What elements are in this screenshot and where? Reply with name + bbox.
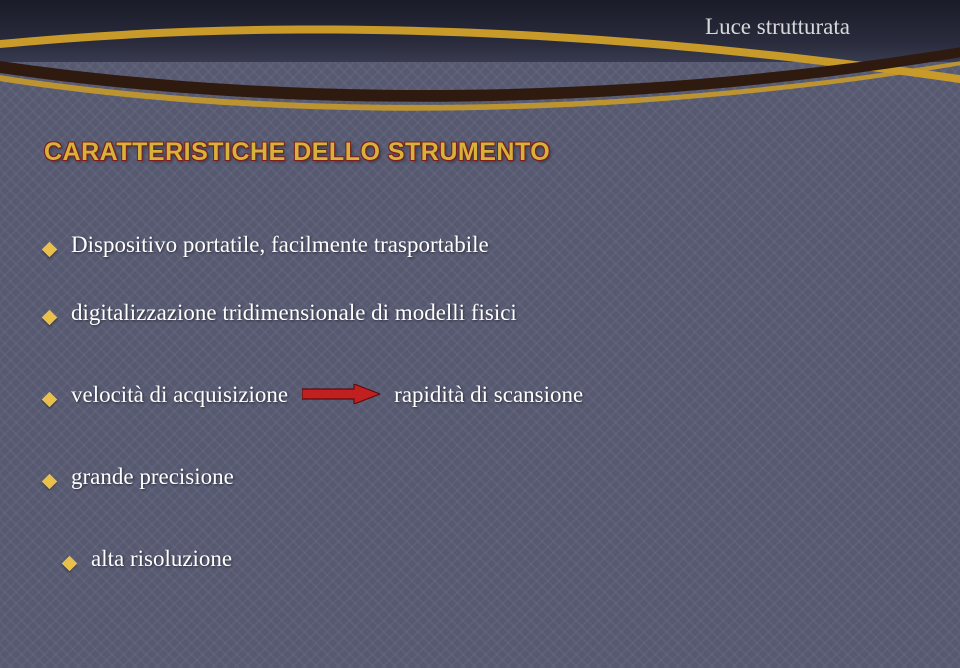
bullet-item: Dispositivo portatile, facilmente traspo… <box>44 232 900 258</box>
arrow-icon <box>302 384 380 404</box>
diamond-bullet-icon <box>42 392 58 408</box>
bullet-text: Dispositivo portatile, facilmente traspo… <box>71 232 489 258</box>
slide-title: CARATTERISTICHE DELLO STRUMENTO <box>44 138 550 167</box>
bullet-text: grande precisione <box>71 464 234 490</box>
bullet-text: alta risoluzione <box>91 546 232 572</box>
diamond-bullet-icon <box>62 556 78 572</box>
bullet-item: velocità di acquisizione rapidità di sca… <box>44 382 900 408</box>
diamond-bullet-icon <box>42 474 58 490</box>
diamond-bullet-icon <box>42 242 58 258</box>
bullet-item: digitalizzazione tridimensionale di mode… <box>44 300 900 326</box>
bullet-text-right: rapidità di scansione <box>394 382 583 408</box>
header-label: Luce strutturata <box>705 14 850 40</box>
content-area: Dispositivo portatile, facilmente traspo… <box>44 232 900 572</box>
diamond-bullet-icon <box>42 310 58 326</box>
bullet-item: alta risoluzione <box>64 546 900 572</box>
slide: Luce strutturata CARATTERISTICHE DELLO S… <box>0 0 960 668</box>
bullet-text: digitalizzazione tridimensionale di mode… <box>71 300 517 326</box>
bullet-text-left: velocità di acquisizione <box>71 382 288 408</box>
bullet-item: grande precisione <box>44 464 900 490</box>
